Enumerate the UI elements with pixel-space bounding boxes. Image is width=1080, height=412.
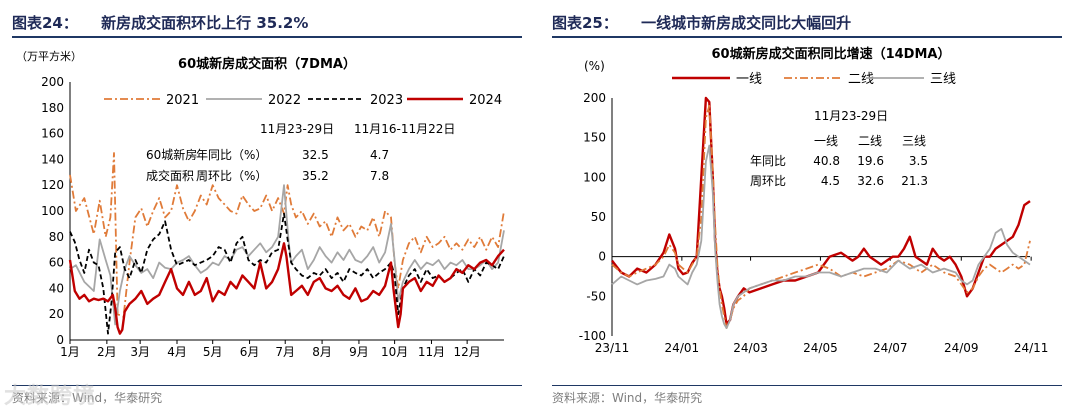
right-y-tick-label: 200 (583, 91, 606, 105)
left-x-tick-label: 8月 (312, 345, 332, 359)
left-figure-panel: 图表24： 新房成交面积环比上行 35.2% 0 20 40 60 80 100 120 14… (12, 0, 522, 412)
left-table-row-group: 60城新房 (146, 147, 197, 162)
right-legend-label-二线: 二线 (848, 72, 874, 87)
left-x-tick-label: 7月 (275, 345, 295, 359)
right-table-value: 19.6 (857, 154, 884, 168)
left-figure-title: 图表24： 新房成交面积环比上行 35.2% (12, 12, 308, 33)
left-x-tick-label: 6月 (240, 345, 260, 359)
right-x-tick-label: 24/05 (803, 341, 838, 355)
left-y-axis-label: （万平方米） (16, 49, 82, 63)
left-y-tick-label: 20 (49, 307, 64, 321)
right-y-tick-label: -50 (586, 289, 606, 303)
right-chart-title: 60城新房成交面积同比增速（14DMA） (712, 46, 951, 62)
left-y-tick-label: 160 (41, 127, 64, 141)
right-table-col-header: 二线 (858, 134, 882, 148)
right-x-tick-label: 24/11 (1014, 341, 1049, 355)
left-y-tick-label: 120 (41, 178, 64, 192)
right-table-value: 40.8 (813, 154, 840, 168)
right-table-value: 32.6 (857, 174, 884, 188)
left-source-note: 资料来源：Wind，华泰研究 (12, 391, 163, 405)
left-x-tick-label: 4月 (167, 345, 187, 359)
left-table-col-header: 11月23-29日 (260, 122, 334, 136)
right-series-line-三线 (611, 144, 1031, 330)
right-table-value: 3.5 (909, 154, 928, 168)
right-figure-number: 图表25： (552, 14, 618, 32)
right-source-rule (552, 385, 1062, 386)
right-table-col-header: 一线 (814, 134, 838, 148)
watermark: 大数跨境 (4, 384, 97, 409)
right-x-tick-label: 23/11 (595, 341, 630, 355)
right-figure-panel: 图表25： 一线城市新房成交同比大幅回升 -100 -50 0 50 100 150 200… (552, 0, 1062, 412)
right-legend-label-三线: 三线 (930, 72, 956, 87)
left-table-row-label: 周环比（%） (196, 169, 267, 183)
left-x-tick-label: 11月 (418, 345, 445, 359)
left-x-tick-label: 3月 (130, 345, 150, 359)
left-y-tick-label: 40 (49, 281, 64, 295)
left-title-rule (12, 36, 522, 38)
right-table-row-label: 年同比 (750, 154, 786, 168)
left-y-tick-label: 0 (56, 333, 64, 347)
left-y-tick-label: 80 (49, 230, 64, 244)
right-x-tick-label: 24/07 (873, 341, 908, 355)
left-figure-caption: 新房成交面积环比上行 35.2% (101, 14, 309, 32)
left-table-row-group: 成交面积 (146, 168, 194, 183)
left-y-tick-label: 60 (49, 256, 64, 270)
right-figure-title: 图表25： 一线城市新房成交同比大幅回升 (552, 12, 851, 33)
right-table-value: 21.3 (901, 174, 928, 188)
left-figure-number: 图表24： (12, 14, 78, 32)
left-x-tick-label: 9月 (349, 345, 369, 359)
right-y-tick-label: 50 (591, 210, 606, 224)
right-chart: -100 -50 0 50 100 150 200 23/11 24/01 24/03 24/05 2… (579, 46, 1049, 355)
right-series-line-一线 (611, 96, 1031, 326)
left-x-tick-label: 12月 (453, 345, 480, 359)
left-table-col-header: 11月16-11月22日 (354, 122, 455, 136)
right-y-tick-label: 0 (598, 250, 606, 264)
right-table-col-header: 三线 (902, 134, 926, 148)
left-table-value: 7.8 (370, 169, 389, 183)
right-y-tick-label: -100 (579, 329, 606, 343)
right-x-tick-label: 24/03 (733, 341, 768, 355)
right-table-header: 11月23-29日 (814, 109, 888, 123)
left-table-value: 32.5 (302, 148, 329, 162)
left-chart: 0 20 40 60 80 100 120 140 160 180 200 1月 2月 3月 4月 5月 6月 7… (16, 49, 505, 359)
right-source-note: 资料来源：Wind，华泰研究 (552, 391, 703, 405)
left-y-tick-label: 180 (41, 101, 64, 115)
left-source-rule (12, 385, 522, 386)
left-table-value: 35.2 (302, 169, 329, 183)
left-table-row-label: 年同比（%） (196, 148, 267, 162)
left-legend-label-2022: 2022 (268, 93, 301, 108)
left-x-tick-label: 10月 (381, 345, 408, 359)
left-series-line-2024 (68, 242, 505, 335)
right-title-rule (552, 36, 1062, 38)
left-legend-label-2021: 2021 (166, 93, 199, 108)
left-x-tick-label: 2月 (97, 345, 117, 359)
right-table-row-label: 周环比 (750, 174, 786, 188)
right-x-tick-label: 24/01 (665, 341, 700, 355)
left-legend-label-2023: 2023 (370, 93, 403, 108)
left-x-tick-label: 1月 (60, 345, 80, 359)
right-y-tick-label: 150 (583, 131, 606, 145)
left-y-tick-label: 100 (41, 204, 64, 218)
right-x-tick-label: 24/09 (944, 341, 979, 355)
right-figure-caption: 一线城市新房成交同比大幅回升 (641, 14, 852, 32)
left-legend-label-2024: 2024 (469, 93, 502, 108)
right-y-axis-label: (%) (584, 59, 605, 73)
right-y-tick-label: 100 (583, 170, 606, 184)
left-y-tick-label: 140 (41, 152, 64, 166)
left-table-value: 4.7 (370, 148, 389, 162)
left-series-line-2023 (69, 212, 505, 335)
left-y-tick-label: 200 (41, 75, 64, 89)
right-table-value: 4.5 (821, 174, 840, 188)
right-legend-label-一线: 一线 (736, 72, 762, 87)
left-x-tick-label: 5月 (203, 345, 223, 359)
left-series-line-2021 (69, 152, 505, 318)
left-chart-title: 60城新房成交面积（7DMA） (178, 56, 356, 72)
